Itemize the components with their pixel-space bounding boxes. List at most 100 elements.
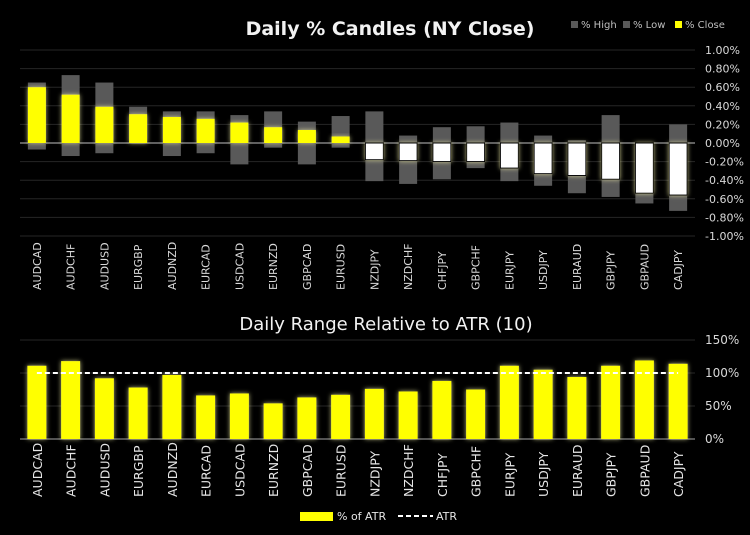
candle-chart-title: Daily % Candles (NY Close) <box>246 18 535 40</box>
y-tick-label: 0% <box>705 432 724 446</box>
legend-label-low: % Low <box>633 20 665 31</box>
x-tick-label: NZDJPY <box>367 451 382 497</box>
x-tick-label: GBPAUD <box>638 244 651 290</box>
x-tick-label: AUDCAD <box>30 443 45 497</box>
x-tick-label: GBPJPY <box>604 452 619 497</box>
atr-bar-audnzd <box>162 374 182 439</box>
x-tick-label: EURGBP <box>131 445 146 497</box>
x-tick-label: EURGBP <box>132 244 145 290</box>
close-bar-eurcad <box>196 118 215 143</box>
close-bar-eurusd <box>331 136 350 143</box>
x-tick-label: USDCAD <box>232 443 247 497</box>
x-tick-label: AUDNZD <box>166 242 179 290</box>
atr-bar-eurcad <box>196 395 216 439</box>
x-tick-label: AUDUSD <box>97 443 112 497</box>
atr-bar-gbpaud <box>634 360 654 439</box>
x-tick-label: USDJPY <box>536 451 551 497</box>
atr-chart-legend: % of ATR ATR <box>300 510 457 523</box>
close-bar-gbpchf <box>466 142 486 163</box>
x-tick-label: CHFJPY <box>435 453 450 497</box>
x-tick-label: CADJPY <box>671 451 686 497</box>
close-bar-nzdjpy <box>364 142 384 161</box>
y-tick-label: 0.60% <box>705 81 740 94</box>
y-tick-label: -1.00% <box>705 230 744 243</box>
y-tick-label: 150% <box>705 333 739 347</box>
y-tick-label: 100% <box>705 366 739 380</box>
y-tick-label: -0.60% <box>705 193 744 206</box>
y-tick-label: 50% <box>705 399 732 413</box>
candle-chart-legend: % High % Low % Close <box>571 20 725 31</box>
atr-bar-usdjpy <box>533 369 553 439</box>
atr-bar-nzdchf <box>398 391 418 439</box>
x-tick-label: AUDUSD <box>98 242 111 290</box>
x-tick-label: EURUSD <box>334 445 349 497</box>
x-tick-label: NZDCHF <box>401 444 416 497</box>
x-tick-label: USDCAD <box>233 243 246 290</box>
x-tick-label: EURAUD <box>570 444 585 497</box>
close-bar-eurjpy <box>499 142 519 169</box>
atr-bar-gbpcad <box>297 397 317 439</box>
x-tick-label: EURJPY <box>503 251 516 290</box>
x-tick-label: AUDNZD <box>165 442 180 497</box>
x-tick-label: NZDCHF <box>402 243 415 290</box>
x-tick-label: AUDCHF <box>65 244 78 290</box>
y-tick-label: 1.00% <box>705 44 740 57</box>
legend-label-close: % Close <box>685 20 725 31</box>
x-tick-label: EURNZD <box>266 444 281 497</box>
y-tick-label: 0.20% <box>705 118 740 131</box>
close-bar-audusd <box>95 106 114 143</box>
legend-label-pct-atr: % of ATR <box>337 510 386 523</box>
x-tick-label: CADJPY <box>672 250 685 290</box>
close-bar-chfjpy <box>432 142 452 163</box>
close-bar-audchf <box>61 94 80 143</box>
y-tick-label: 0.80% <box>705 63 740 76</box>
close-bar-euraud <box>567 142 587 177</box>
x-tick-label: AUDCHF <box>64 444 79 497</box>
atr-chart-title: Daily Range Relative to ATR (10) <box>239 314 532 335</box>
atr-bar-euraud <box>567 376 587 439</box>
atr-bar-audchf <box>61 361 81 439</box>
candle-chart-grid <box>20 49 695 237</box>
x-tick-label: GBPCAD <box>300 444 315 497</box>
x-tick-label: GBPCHF <box>469 446 484 497</box>
close-bar-gbpaud <box>634 142 654 194</box>
atr-chart-labels: 150% 100% 50% 0% AUDCAD AUDCHF AUDUSD EURGBP AUD… <box>30 333 739 497</box>
x-tick-label: AUDCAD <box>31 242 44 290</box>
x-tick-label: EURJPY <box>502 452 517 497</box>
atr-bar-cadjpy <box>668 363 688 439</box>
close-bar-audcad <box>27 87 46 143</box>
atr-bar-usdcad <box>229 393 249 439</box>
close-bar-usdcad <box>230 122 249 143</box>
x-tick-label: GBPCAD <box>301 244 314 290</box>
atr-bar-gbpchf <box>466 389 486 439</box>
atr-bar-eurgbp <box>128 387 148 439</box>
atr-bar-chfjpy <box>432 380 452 439</box>
close-bar-nzdchf <box>398 142 418 162</box>
atr-bar-audusd <box>94 378 114 439</box>
x-tick-label: EURUSD <box>335 244 348 290</box>
atr-bar-eurusd <box>331 394 351 439</box>
atr-bar-eurnzd <box>263 403 283 439</box>
atr-bar-gbpjpy <box>601 365 621 439</box>
x-tick-label: EURCAD <box>199 445 214 497</box>
close-bar-usdjpy <box>533 142 553 175</box>
x-tick-label: CHFJPY <box>436 251 449 290</box>
x-tick-label: GBPAUD <box>637 445 652 497</box>
close-bar-cadjpy <box>668 142 688 196</box>
close-bar-eurgbp <box>129 114 148 143</box>
x-tick-label: GBPJPY <box>605 251 618 290</box>
x-tick-label: EURAUD <box>571 244 584 290</box>
x-tick-label: USDJPY <box>537 250 550 290</box>
legend-swatch-high <box>571 21 578 28</box>
y-tick-label: 0.40% <box>705 100 740 113</box>
legend-swatch-close <box>675 21 682 28</box>
legend-swatch-pct-atr <box>300 512 333 521</box>
x-tick-label: EURNZD <box>267 243 280 290</box>
y-tick-label: -0.80% <box>705 211 744 224</box>
atr-bar-eurjpy <box>499 365 519 439</box>
close-bar-audnzd <box>162 116 181 143</box>
candle-chart-marks <box>27 75 688 211</box>
close-bar-gbpcad <box>297 129 316 143</box>
close-bar-eurnzd <box>264 127 283 143</box>
